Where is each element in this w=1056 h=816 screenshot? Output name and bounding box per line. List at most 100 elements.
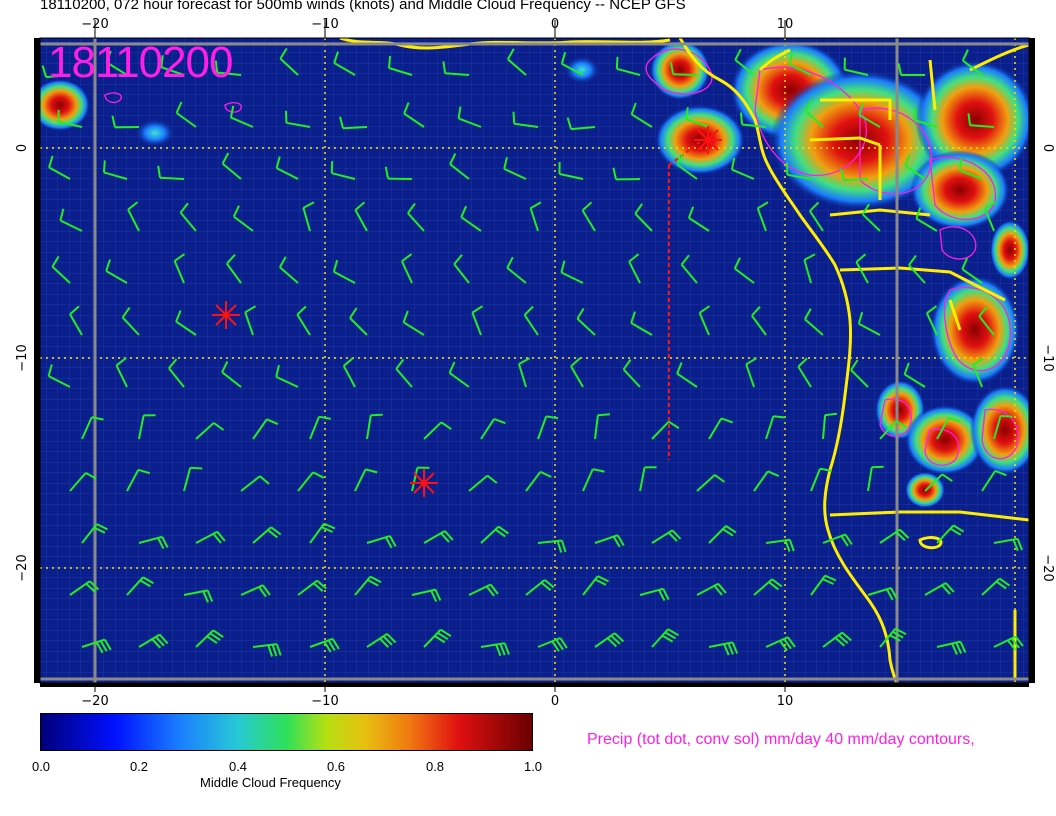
lat-label-left-1: 0 <box>15 144 30 152</box>
wind-barb-staff <box>731 168 755 180</box>
wind-barb-staff <box>221 371 242 388</box>
wind-barb-staff <box>879 420 897 440</box>
wind-barb-feather <box>955 642 963 654</box>
wind-barb-staff <box>751 315 767 336</box>
wind-barb-feather <box>779 640 788 652</box>
wind-barb-feather <box>615 56 619 69</box>
wind-barb-feather <box>202 590 209 603</box>
wind-barb-feather <box>157 537 165 550</box>
wind-barb-feather <box>139 579 152 588</box>
wind-barb-feather <box>175 310 182 322</box>
wind-barb-staff <box>858 322 881 336</box>
wind-barb-feather <box>723 643 730 656</box>
wind-barb-feather <box>323 522 336 530</box>
wind-barb-staff <box>471 312 482 336</box>
wind-barb-feather <box>972 357 985 366</box>
wind-barb-staff <box>216 71 242 76</box>
wind-barb-feather <box>103 639 112 651</box>
wind-barb-staff <box>537 416 548 440</box>
wind-barb-feather <box>668 420 680 429</box>
wind-barb-staff <box>581 209 596 232</box>
wind-barb-staff <box>69 313 83 336</box>
wind-barb-feather <box>739 112 744 125</box>
storm-marker-1 <box>212 301 240 329</box>
lon-label-3: 0 <box>551 694 559 709</box>
axis-bar-right <box>1029 38 1035 683</box>
wind-barb-feather <box>945 582 955 593</box>
wind-barb-staff <box>349 317 368 336</box>
wind-barb-feather <box>506 256 514 269</box>
wind-barb-staff <box>525 471 542 492</box>
wind-barb-staff <box>503 167 527 180</box>
wind-barb-feather <box>889 634 901 642</box>
wind-barb-staff <box>159 176 185 180</box>
inner-frame <box>40 38 1029 683</box>
wind-barb-feather <box>313 582 324 592</box>
wind-barb-feather <box>546 415 559 420</box>
wind-barb-feather <box>91 416 104 421</box>
wind-barb-feather <box>664 631 677 640</box>
page-title: 18110200, 072 hour forecast for 500mb wi… <box>40 0 686 13</box>
wind-barb-feather <box>190 466 203 470</box>
wind-barb-feather <box>757 201 769 210</box>
wind-barb-feather <box>784 539 791 552</box>
wind-barb-feather <box>102 160 106 173</box>
wind-barb-staff <box>622 368 641 388</box>
wind-barb-feather <box>493 417 506 425</box>
wind-barb-staff <box>403 112 425 128</box>
wind-barb-staff <box>333 62 356 76</box>
wind-barb-staff <box>858 114 881 128</box>
wind-barb-feather <box>967 113 972 126</box>
wind-barb-feather <box>384 536 393 549</box>
wind-barb-feather <box>999 577 1010 587</box>
wind-barb-staff <box>676 372 698 388</box>
wind-barb-feather <box>401 253 413 263</box>
wind-barb-feather <box>551 640 560 652</box>
wind-barb-feather <box>179 202 189 214</box>
wind-barb-staff <box>179 211 197 232</box>
wind-barb-staff <box>981 470 996 492</box>
wind-barb-feather <box>213 422 225 431</box>
wind-barb-feather <box>160 55 164 68</box>
wind-barb-feather <box>581 201 593 212</box>
wind-barb-feather <box>471 305 484 314</box>
wind-barb-staff <box>576 317 596 336</box>
wind-barb-feather <box>444 530 454 541</box>
wind-barb-feather <box>897 63 902 76</box>
wind-barb-feather <box>244 305 257 314</box>
lat-label-right-3: −20 <box>1040 554 1055 581</box>
wind-barb-feather <box>606 637 617 648</box>
colorbar-tick-2: 0.4 <box>228 759 248 774</box>
wind-barb-staff <box>183 467 192 492</box>
wind-barb-staff <box>561 62 584 76</box>
wind-barb-feather <box>312 471 325 479</box>
wind-barb-feather <box>440 532 450 543</box>
wind-barb-feather <box>262 584 271 596</box>
storm-marker-3 <box>694 126 722 154</box>
wind-barb-feather <box>687 206 695 219</box>
wind-barb-staff <box>221 162 242 180</box>
wind-barb-feather <box>155 636 165 647</box>
wind-barb-staff <box>279 57 299 76</box>
wind-barb-feather <box>229 105 235 118</box>
wind-barb-feather <box>507 48 515 60</box>
wind-barb-staff <box>993 415 1002 440</box>
wind-barb-feather <box>512 111 516 124</box>
wind-barb-feather <box>486 474 498 484</box>
wind-barb-staff <box>286 121 311 128</box>
wind-barb-staff <box>354 209 368 232</box>
wind-barb-staff <box>175 320 197 336</box>
wind-barb-staff <box>672 73 698 76</box>
wind-barb-staff <box>915 217 938 232</box>
wind-barb-feather <box>96 523 108 531</box>
wind-barb-feather <box>658 589 666 602</box>
wind-barb-feather <box>915 206 922 219</box>
wind-barbs <box>41 47 1024 657</box>
wind-barb-feather <box>51 255 60 268</box>
wind-barb-staff <box>51 265 71 284</box>
wind-barb-staff <box>518 363 527 388</box>
wind-barb-staff <box>850 369 869 388</box>
wind-barb-feather <box>489 583 499 595</box>
wind-barb-staff <box>342 126 368 130</box>
